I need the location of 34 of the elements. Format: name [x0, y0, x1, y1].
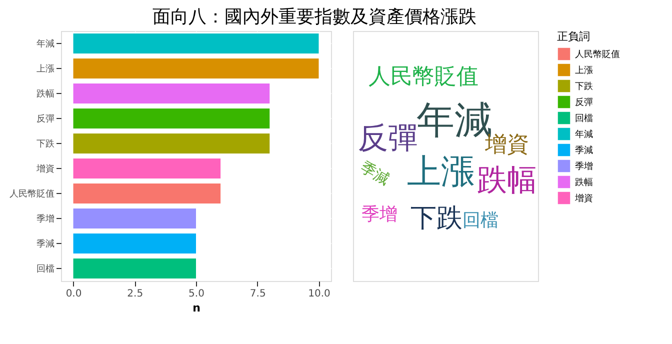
y-tick-label: 回檔	[36, 264, 54, 274]
x-tick-label: 7.5	[250, 288, 266, 300]
x-tick-label: 5.0	[188, 288, 204, 300]
legend-label: 上漲	[575, 65, 593, 76]
text: 人民幣貶值	[368, 64, 478, 90]
legend-label: 季減	[575, 145, 593, 156]
y-tick-label: 增資	[36, 164, 54, 174]
text: 下跌	[410, 204, 463, 234]
legend-label: 季增	[575, 161, 593, 172]
text: 季減	[358, 158, 393, 188]
y-tick-label: 上漲	[36, 64, 54, 74]
chart-title: 面向八：國內外重要指數及資產價格漲跌	[152, 6, 476, 28]
x-axis-title: n	[192, 302, 200, 314]
x-tick-label: 0.0	[66, 288, 82, 300]
legend-label: 下跌	[575, 81, 593, 92]
legend-title: 正負詞	[557, 30, 590, 43]
legend-label: 增資	[574, 193, 593, 204]
x-tick-label: 10.0	[308, 288, 330, 300]
text: 跌幅	[477, 163, 538, 198]
y-tick-label: 季減	[36, 238, 54, 250]
y-tick-label: 年減	[36, 38, 54, 50]
y-tick-label: 反彈	[36, 114, 54, 124]
legend-label: 人民幣貶值	[575, 49, 620, 60]
text: 季增	[361, 204, 398, 226]
legend-label: 年減	[575, 129, 593, 140]
legend-label: 反彈	[575, 97, 593, 108]
text: 回檔	[462, 210, 499, 231]
y-tick-label: 季增	[36, 214, 54, 224]
legend-label: 跌幅	[575, 177, 593, 188]
legend-label: 回檔	[575, 113, 593, 124]
x-tick-label: 2.5	[127, 288, 144, 300]
y-tick-label: 人民幣貶值	[10, 188, 54, 200]
y-tick-label: 跌幅	[36, 88, 54, 100]
y-tick-label: 下跌	[36, 138, 54, 150]
